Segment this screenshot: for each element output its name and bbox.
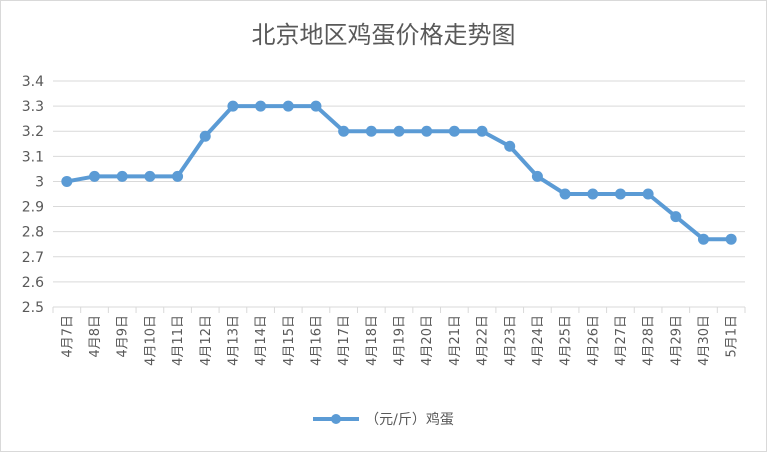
x-tick-label: 4月27日 [614,315,629,366]
data-point [61,175,73,187]
legend: （元/斤）鸡蛋 [1,409,766,429]
y-tick-label: 2.7 [22,250,44,266]
data-point [725,233,737,245]
data-point [504,140,516,152]
data-point [310,100,322,112]
data-point [587,188,599,200]
data-point [255,100,267,112]
data-point [421,125,433,137]
data-point [614,188,626,200]
x-tick-label: 4月17日 [337,315,352,366]
data-point [227,100,239,112]
x-tick-label: 4月7日 [60,315,75,358]
x-tick-label: 4月29日 [669,315,684,366]
y-tick-label: 3.1 [22,149,44,165]
legend-label: （元/斤）鸡蛋 [365,412,454,428]
y-tick-label: 3.2 [22,124,44,140]
x-tick-label: 4月19日 [393,315,408,366]
x-tick-label: 4月25日 [559,315,574,366]
x-tick-label: 4月21日 [448,315,463,366]
x-tick-label: 4月30日 [697,315,712,366]
data-point [172,170,184,182]
data-point [531,170,543,182]
y-tick-label: 3.3 [22,99,44,115]
x-tick-label: 4月8日 [88,315,103,358]
x-tick-label: 4月26日 [586,315,601,366]
data-point [642,188,654,200]
y-tick-label: 2.8 [22,225,44,241]
x-tick-label: 4月16日 [310,315,325,366]
data-point [559,188,571,200]
legend-swatch [313,414,360,424]
x-tick-label: 4月23日 [503,315,518,366]
data-point [448,125,460,137]
chart-title: 北京地区鸡蛋价格走势图 [251,21,516,49]
x-tick-label: 4月9日 [116,315,131,358]
x-tick-label: 4月24日 [531,315,546,366]
data-point [282,100,294,112]
x-tick-label: 4月12日 [199,315,214,366]
data-point [670,211,682,223]
data-point [199,130,211,142]
x-tick-label: 5月1日 [725,315,740,358]
y-tick-label: 2.9 [22,200,44,216]
y-tick-label: 3 [35,174,44,190]
data-point [116,170,128,182]
x-tick-label: 4月14日 [254,315,269,366]
x-tick-label: 4月15日 [282,315,297,366]
x-tick-label: 4月10日 [143,315,158,366]
x-tick-label: 4月20日 [420,315,435,366]
data-point [144,170,156,182]
x-tick-label: 4月11日 [171,315,186,366]
y-tick-label: 3.4 [22,74,44,90]
x-tick-label: 4月13日 [226,315,241,366]
data-point [393,125,405,137]
data-point [476,125,488,137]
data-point [365,125,377,137]
x-tick-label: 4月18日 [365,315,380,366]
data-point [89,170,101,182]
data-point [338,125,350,137]
y-tick-label: 2.6 [22,275,44,291]
data-point [697,233,709,245]
y-tick-label: 2.5 [22,300,44,316]
x-tick-label: 4月22日 [476,315,491,366]
x-tick-label: 4月28日 [642,315,657,366]
